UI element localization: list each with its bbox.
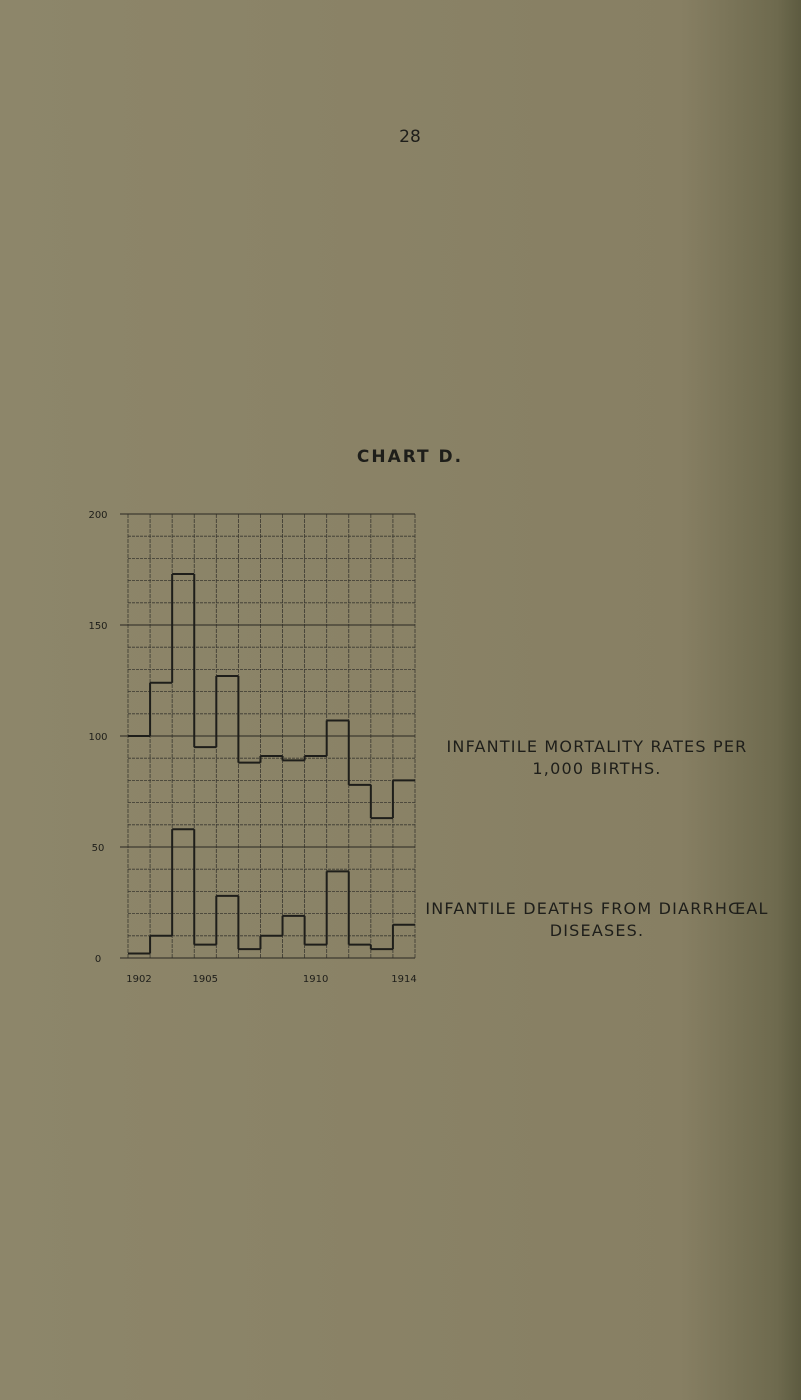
chart-title: CHART D. bbox=[357, 447, 463, 467]
y-tick-label: 0 bbox=[95, 954, 101, 965]
y-tick-label: 150 bbox=[88, 621, 107, 632]
x-tick-label: 1902 bbox=[126, 974, 151, 985]
x-tick-label: 1914 bbox=[391, 974, 416, 985]
y-tick-label: 100 bbox=[88, 732, 107, 743]
series-label: INFANTILE DEATHS FROM DIARRHŒAL DISEASES… bbox=[425, 899, 769, 940]
y-tick-label: 200 bbox=[88, 510, 107, 521]
y-tick-label: 50 bbox=[92, 843, 105, 854]
page-number: 28 bbox=[399, 127, 421, 147]
series-label: INFANTILE MORTALITY RATES PER 1,000 BIRT… bbox=[446, 737, 748, 778]
x-tick-label: 1910 bbox=[303, 974, 328, 985]
x-tick-label: 1905 bbox=[193, 974, 218, 985]
